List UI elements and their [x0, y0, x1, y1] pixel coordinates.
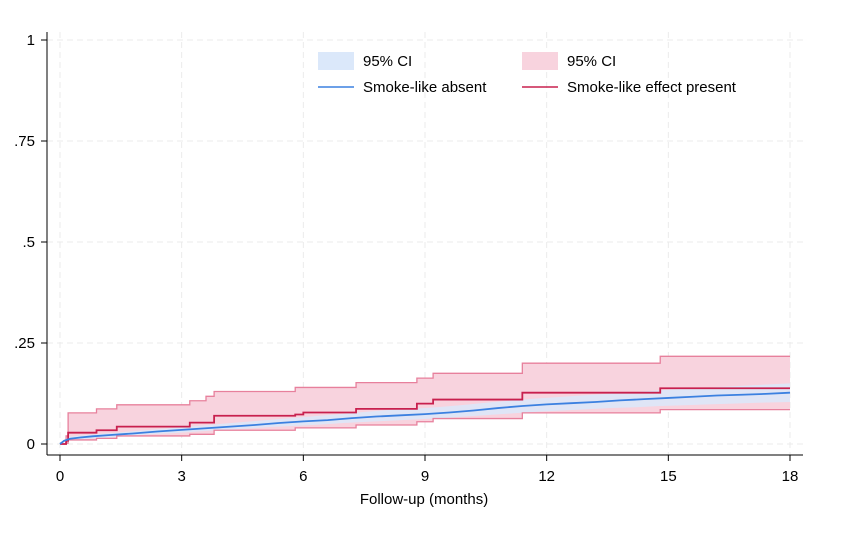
- y-tick-label: 1: [27, 32, 35, 49]
- ci-band-smoke-present: [60, 356, 790, 444]
- legend-swatch-ci: [522, 52, 558, 70]
- series-line-smoke-present: [60, 387, 790, 445]
- series-lines: [59, 387, 791, 445]
- series-line-smoke-absent: [59, 391, 791, 445]
- legend-label: 95% CI: [567, 53, 616, 70]
- legend-swatch-ci: [318, 52, 354, 70]
- x-tick-label: 6: [299, 468, 307, 485]
- x-tick-label: 9: [421, 468, 429, 485]
- x-tick-label: 18: [782, 468, 799, 485]
- x-tick-label: 0: [56, 468, 64, 485]
- ci-lower-edge-smoke-present: [60, 409, 790, 445]
- y-tick-label: .5: [22, 234, 35, 251]
- legend: 95% CI 95% CI Smoke-like absent Smoke-like …: [318, 52, 737, 96]
- y-tick-label: .75: [14, 133, 35, 150]
- legend-label: Smoke-like absent: [363, 79, 487, 96]
- axis-ticks: 0 .25 .5 .75 1 0 3 6 9 12 15 18: [14, 32, 798, 485]
- x-tick-label: 12: [538, 468, 555, 485]
- legend-label: 95% CI: [363, 53, 412, 70]
- y-tick-label: .25: [14, 335, 35, 352]
- legend-label: Smoke-like effect present: [567, 79, 737, 96]
- x-tick-label: 3: [177, 468, 185, 485]
- x-axis-title: Follow-up (months): [360, 491, 488, 508]
- ci-upper-edge-smoke-present: [60, 355, 790, 445]
- y-tick-label: 0: [27, 436, 35, 453]
- x-tick-label: 15: [660, 468, 677, 485]
